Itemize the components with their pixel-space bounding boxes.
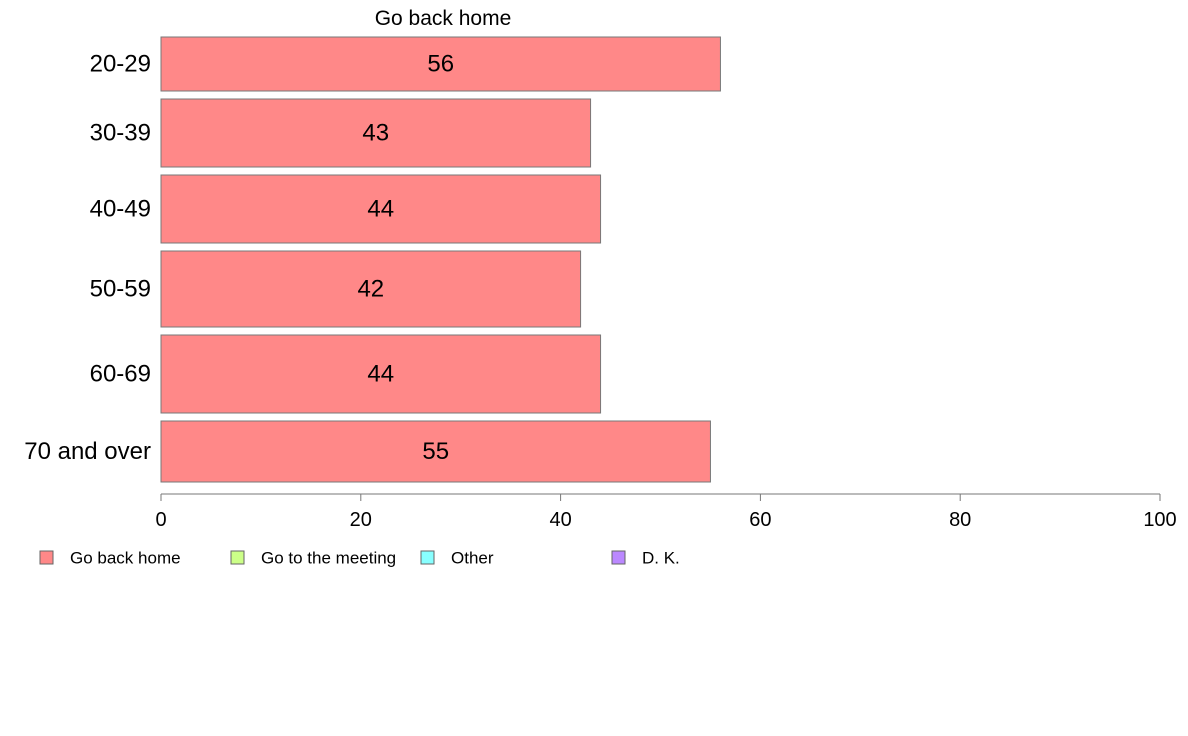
bar-70-and-over xyxy=(160,420,711,483)
legend-swatch xyxy=(230,550,245,565)
legend-label: Other xyxy=(451,549,494,568)
category-label: 50-59 xyxy=(90,276,151,303)
category-label: 60-69 xyxy=(90,361,151,388)
bar-30-39 xyxy=(160,98,592,168)
category-label: 30-39 xyxy=(90,120,151,147)
data-label: 56 xyxy=(427,51,454,78)
data-label: 44 xyxy=(367,196,394,223)
legend: Go back home Go to the meeting Other D. K. xyxy=(39,549,680,568)
x-tick-label: 40 xyxy=(549,509,571,531)
legend-swatch xyxy=(420,550,435,565)
x-axis: 0 20 40 60 80 100 xyxy=(155,493,1177,531)
x-tick-label: 100 xyxy=(1143,509,1176,531)
category-label: 40-49 xyxy=(90,196,151,223)
legend-label: Go to the meeting xyxy=(261,549,396,568)
legend-label: D. K. xyxy=(642,549,680,568)
data-label: 55 xyxy=(422,438,449,465)
x-tick-label: 60 xyxy=(749,509,771,531)
bars-layer: 56 20-29 43 30-39 44 40-49 42 50-59 44 60-69 55 70 … xyxy=(24,36,721,483)
bar-20-29 xyxy=(160,36,721,92)
category-label: 20-29 xyxy=(90,51,151,78)
bar-60-69 xyxy=(160,334,602,414)
data-label: 44 xyxy=(367,361,394,388)
legend-swatch xyxy=(39,550,54,565)
bar-40-49 xyxy=(160,174,602,244)
x-tick-label: 80 xyxy=(949,509,971,531)
x-tick-label: 0 xyxy=(155,509,166,531)
chart-title: Go back home xyxy=(375,7,512,30)
category-label: 70 and over xyxy=(24,438,151,465)
data-label: 43 xyxy=(362,120,389,147)
bar-50-59 xyxy=(160,250,582,328)
data-label: 42 xyxy=(357,276,384,303)
legend-label: Go back home xyxy=(70,549,181,568)
legend-swatch xyxy=(611,550,626,565)
x-tick-label: 20 xyxy=(350,509,372,531)
